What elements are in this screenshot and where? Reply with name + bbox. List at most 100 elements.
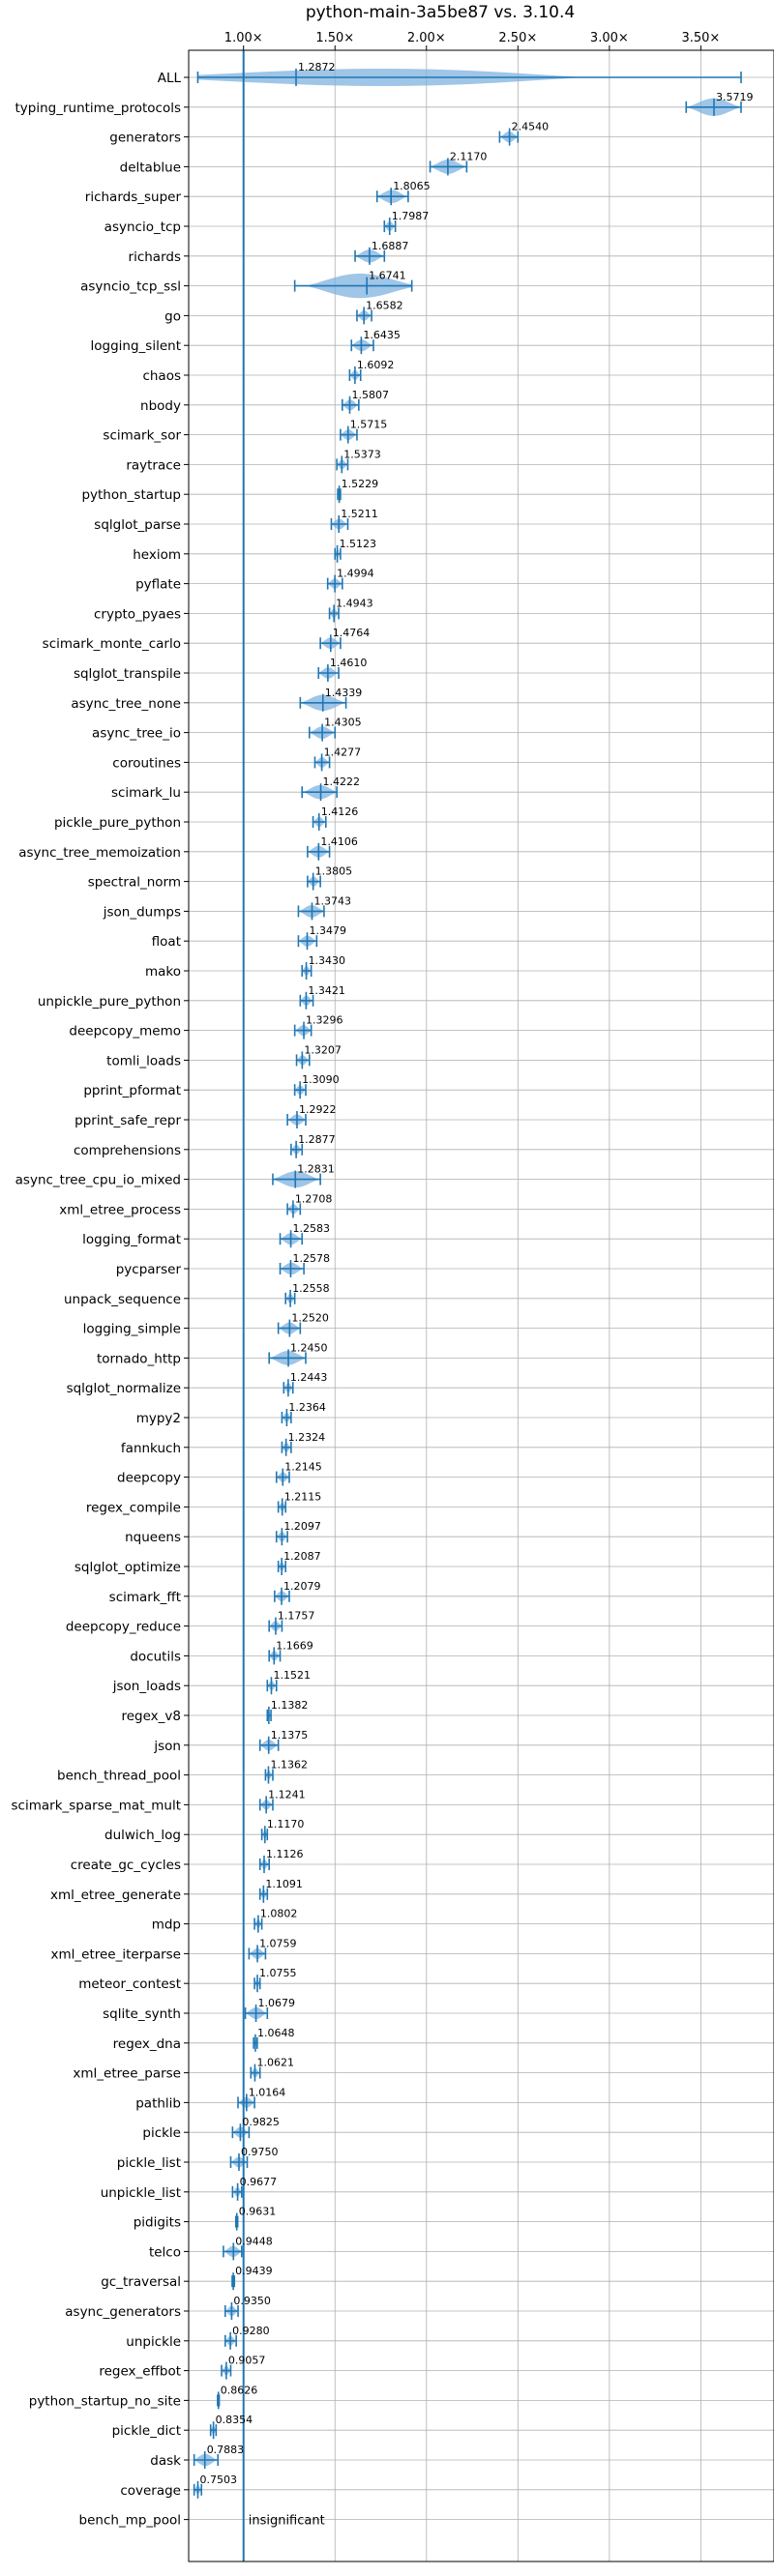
benchmark-name-label: float (152, 934, 181, 950)
benchmark-name-label: spectral_norm (88, 875, 181, 891)
benchmark-name-label: bench_thread_pool (57, 1769, 181, 1784)
value-label: 1.7987 (392, 210, 430, 222)
benchmark-name-label: go (164, 308, 181, 324)
value-label: 1.6887 (372, 240, 409, 252)
benchmark-name-label: pickle_pure_python (54, 815, 181, 831)
benchmark-name-label: dulwich_log (104, 1828, 181, 1843)
benchmark-name-label: pathlib (135, 2095, 181, 2111)
value-label: 1.2831 (297, 1163, 335, 1176)
value-label: 1.2079 (283, 1580, 321, 1593)
value-label: 1.6741 (369, 270, 406, 282)
value-label: 3.5719 (716, 91, 754, 103)
value-label: 1.1521 (273, 1669, 311, 1682)
value-label: 1.2872 (298, 61, 336, 73)
benchmark-name-label: async_generators (65, 2304, 181, 2320)
value-label: 0.8626 (221, 2384, 258, 2396)
value-label: 0.9825 (242, 2116, 280, 2128)
value-label: 1.3296 (306, 1014, 343, 1027)
value-label: 1.6435 (363, 329, 401, 341)
value-label: 1.1091 (265, 1878, 303, 1890)
benchmark-name-label: regex_v8 (121, 1709, 181, 1724)
value-label: 0.9057 (228, 2355, 265, 2367)
benchmark-name-label: dask (150, 2453, 181, 2469)
benchmark-name-label: unpack_sequence (64, 1292, 181, 1307)
value-label: 1.4943 (336, 597, 373, 609)
value-label: 1.3743 (313, 894, 351, 907)
benchmark-name-label: scimark_lu (111, 785, 181, 801)
x-tick-label: 3.00× (590, 31, 629, 45)
benchmark-name-label: scimark_sparse_mat_mult (12, 1798, 181, 1813)
benchmark-name-label: unpickle_list (101, 2185, 181, 2201)
benchmark-name-label: sqlglot_parse (94, 517, 181, 533)
violin-layer (193, 50, 742, 2561)
benchmark-name-label: xml_etree_parse (73, 2066, 181, 2082)
benchmark-name-label: telco (149, 2244, 181, 2260)
benchmark-name-label: richards (129, 249, 181, 265)
value-label: 1.2520 (291, 1312, 329, 1325)
benchmark-name-label: logging_silent (91, 338, 181, 354)
benchmark-name-label: deltablue (120, 160, 181, 175)
benchmark-name-label: scimark_sor (103, 428, 181, 444)
value-label: 1.0759 (259, 1937, 297, 1949)
value-label: 1.3207 (304, 1043, 342, 1056)
benchmark-name-label: python_startup_no_site (29, 2393, 181, 2409)
value-label: 1.2450 (290, 1341, 328, 1354)
benchmark-name-label: unpickle (126, 2334, 181, 2350)
x-tick-label: 1.50× (315, 31, 354, 45)
value-label: 1.6092 (357, 359, 395, 371)
value-label: 1.2145 (284, 1461, 322, 1474)
benchmark-name-label: mako (145, 964, 181, 980)
benchmark-name-label: async_tree_memoization (18, 845, 181, 861)
benchmark-name-label: unpickle_pure_python (38, 994, 181, 1010)
value-label: 1.0755 (259, 1967, 297, 1979)
value-label: 1.1241 (268, 1788, 306, 1800)
value-label: 1.1757 (278, 1610, 315, 1623)
value-label: 0.9631 (239, 2206, 277, 2218)
benchmark-name-label: deepcopy (117, 1471, 181, 1486)
value-label: 1.4106 (320, 835, 358, 848)
benchmark-name-label: scimark_monte_carlo (43, 636, 181, 652)
benchmark-name-label: pickle (142, 2125, 181, 2141)
benchmark-name-label: coverage (120, 2483, 181, 2499)
benchmark-name-label: pickle_dict (112, 2423, 181, 2439)
benchmark-name-label: logging_simple (83, 1322, 181, 1337)
value-label: 1.0648 (257, 2027, 295, 2039)
benchmark-name-label: fannkuch (121, 1441, 181, 1456)
value-label: 1.2364 (288, 1401, 326, 1414)
benchmark-name-label: coroutines (112, 755, 181, 771)
value-label: 1.2097 (283, 1520, 321, 1533)
value-label: 0.9750 (241, 2146, 279, 2158)
value-label: 1.5715 (350, 419, 388, 431)
benchmark-name-label: scimark_fft (109, 1590, 181, 1605)
benchmark-name-label: sqlglot_optimize (74, 1560, 181, 1575)
value-label: 1.4222 (323, 776, 361, 788)
benchmark-name-label: python_startup (81, 487, 181, 503)
benchmark-name-label: ALL (158, 71, 182, 86)
value-label: 1.2558 (292, 1282, 330, 1295)
value-label: 0.9439 (235, 2265, 273, 2277)
value-label: 1.0679 (258, 1997, 296, 2009)
x-tick-label: 2.50× (498, 31, 537, 45)
value-label: 1.5229 (342, 478, 379, 490)
value-label: 1.5807 (352, 389, 390, 401)
benchmark-name-label: asyncio_tcp_ssl (80, 279, 181, 295)
benchmark-name-label: pyflate (135, 577, 181, 593)
benchmark-name-label: tomli_loads (106, 1053, 181, 1068)
value-label: 1.2877 (298, 1133, 336, 1146)
benchmark-name-label: deepcopy_memo (69, 1024, 181, 1039)
label-layer: 1.00× 1.50× 2.00× 2.50× 3.00× 3.50× ALL 1.2872 t… (12, 31, 754, 2529)
benchmark-name-label: comprehensions (74, 1143, 181, 1158)
value-label: 1.2922 (299, 1103, 337, 1116)
chart-title: python-main-3a5be87 vs. 3.10.4 (306, 3, 575, 22)
plot-frame (188, 49, 774, 2562)
benchmark-name-label: hexiom (133, 547, 181, 563)
value-label: 1.3805 (315, 865, 353, 878)
benchmark-name-label: deepcopy_reduce (66, 1620, 181, 1635)
value-label: 0.8354 (216, 2414, 253, 2426)
value-label: 1.1170 (267, 1818, 305, 1830)
benchmark-name-label: sqlite_synth (103, 2006, 181, 2022)
value-label: 1.2115 (284, 1490, 322, 1503)
value-label: 1.2443 (290, 1371, 328, 1384)
